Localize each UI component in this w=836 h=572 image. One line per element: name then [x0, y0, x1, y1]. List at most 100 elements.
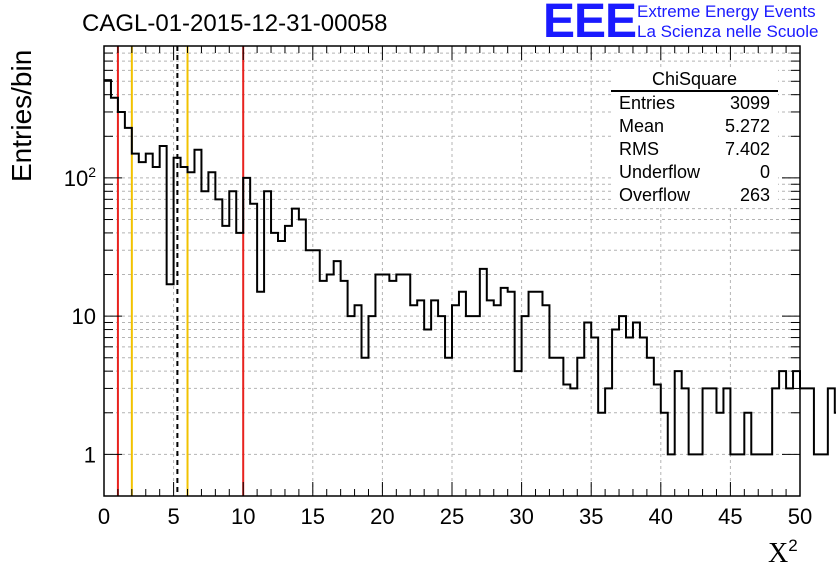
histogram-bin	[438, 316, 445, 496]
reference-lines	[116, 46, 245, 496]
histogram-bin	[710, 388, 717, 496]
histogram-bin	[271, 233, 278, 496]
stats-value: 5.272	[724, 116, 770, 136]
histogram-bin	[682, 388, 689, 496]
histogram-bin	[473, 316, 480, 496]
histogram-bin	[654, 385, 661, 496]
histogram-bin	[772, 388, 779, 496]
stats-rows: Entries 3099 Mean 5.272 RMS 7.402 Underflow 0 Ov…	[611, 92, 778, 207]
histogram-bin	[814, 454, 821, 496]
histogram-bin	[522, 316, 529, 496]
x-tick-label: 45	[718, 504, 742, 529]
histogram-bin	[529, 292, 536, 496]
histogram-bin	[807, 388, 814, 496]
histogram-bin	[382, 275, 389, 496]
histogram-bin	[327, 275, 334, 496]
x-tick-label: 50	[788, 504, 812, 529]
histogram-bin	[285, 226, 292, 496]
histogram-bin	[215, 199, 222, 496]
histogram-bin	[605, 388, 612, 496]
histogram-bin	[633, 322, 640, 496]
histogram-bin	[208, 172, 215, 496]
histogram-bin	[368, 316, 375, 496]
histogram-bin	[132, 154, 139, 496]
histogram-bin	[466, 316, 473, 496]
chart-title: CAGL-01-2015-12-31-00058	[82, 10, 388, 37]
stats-value: 0	[759, 162, 770, 182]
histogram-bin	[222, 226, 229, 496]
histogram-bin	[786, 388, 793, 496]
histogram-bin	[508, 292, 515, 496]
x-tick-label: 0	[98, 504, 110, 529]
histogram-bin	[619, 316, 626, 496]
histogram-bin	[501, 288, 508, 496]
histogram-bin	[264, 191, 271, 496]
histogram-bin	[494, 305, 501, 496]
histogram-bin	[703, 388, 710, 496]
histogram-bin	[647, 358, 654, 496]
histogram-bin	[306, 250, 313, 496]
histogram-bin	[125, 128, 132, 496]
histogram-bin	[188, 172, 195, 496]
histogram-bin	[765, 454, 772, 496]
histogram-bin	[758, 454, 765, 496]
histogram-bin	[313, 250, 320, 496]
stats-label: Entries	[619, 93, 676, 113]
histogram-bin	[584, 322, 591, 496]
stats-row: Underflow 0	[611, 161, 778, 184]
histogram-bin	[452, 305, 459, 496]
histogram-bin	[828, 388, 835, 496]
x-tick-label: 25	[440, 504, 464, 529]
histogram-bin	[480, 269, 487, 496]
histogram-bin	[417, 300, 424, 496]
stats-title: ChiSquare	[611, 68, 778, 92]
histogram-bin	[591, 338, 598, 496]
y-tick-label: 102	[64, 164, 96, 191]
logo-line-1: Extreme Energy Events	[637, 2, 816, 21]
histogram-bin	[194, 150, 201, 496]
histogram-bin	[542, 305, 549, 496]
y-tick-label: 1	[84, 442, 96, 467]
histogram-bin	[431, 300, 438, 496]
histogram-bin	[181, 167, 188, 496]
histogram-bin	[716, 413, 723, 496]
histogram-bin	[243, 178, 250, 496]
x-tick-label: 40	[649, 504, 673, 529]
x-tick-label: 20	[370, 504, 394, 529]
histogram-bin	[661, 413, 668, 496]
stats-box: ChiSquare Entries 3099 Mean 5.272 RMS 7.402 Un…	[611, 68, 778, 207]
histogram-bin	[445, 358, 452, 496]
histogram-bin	[779, 371, 786, 496]
histogram-bin	[348, 316, 355, 496]
stats-row: Mean 5.272	[611, 115, 778, 138]
histogram-bin	[598, 413, 605, 496]
histogram-bin	[139, 162, 146, 496]
histogram-bin	[487, 300, 494, 496]
histogram-bin	[201, 191, 208, 496]
histogram-outline	[104, 79, 836, 456]
stats-label: Underflow	[619, 162, 701, 182]
histogram-bin	[118, 112, 125, 496]
histogram-bin	[515, 371, 522, 496]
histogram-bin	[174, 158, 181, 496]
histogram-bin	[744, 413, 751, 496]
histogram-bin	[563, 385, 570, 496]
histogram-bin	[570, 388, 577, 496]
histogram-bin	[689, 454, 696, 496]
stats-label: RMS	[619, 139, 659, 159]
histogram-bin	[626, 338, 633, 496]
histogram-bin	[167, 284, 174, 496]
histogram-bin	[292, 209, 299, 496]
histogram-bin	[375, 275, 382, 496]
x-axis-label-superscript: 2	[788, 536, 798, 555]
x-tick-label: 35	[579, 504, 603, 529]
histogram-bin	[389, 281, 396, 496]
histogram-bin	[723, 388, 730, 496]
y-tick-label: 10	[72, 304, 96, 329]
histogram-bin	[459, 292, 466, 496]
histogram-bin	[668, 454, 675, 496]
histogram-bin	[751, 454, 758, 496]
stats-label: Overflow	[619, 185, 691, 205]
histogram-bin	[536, 292, 543, 496]
